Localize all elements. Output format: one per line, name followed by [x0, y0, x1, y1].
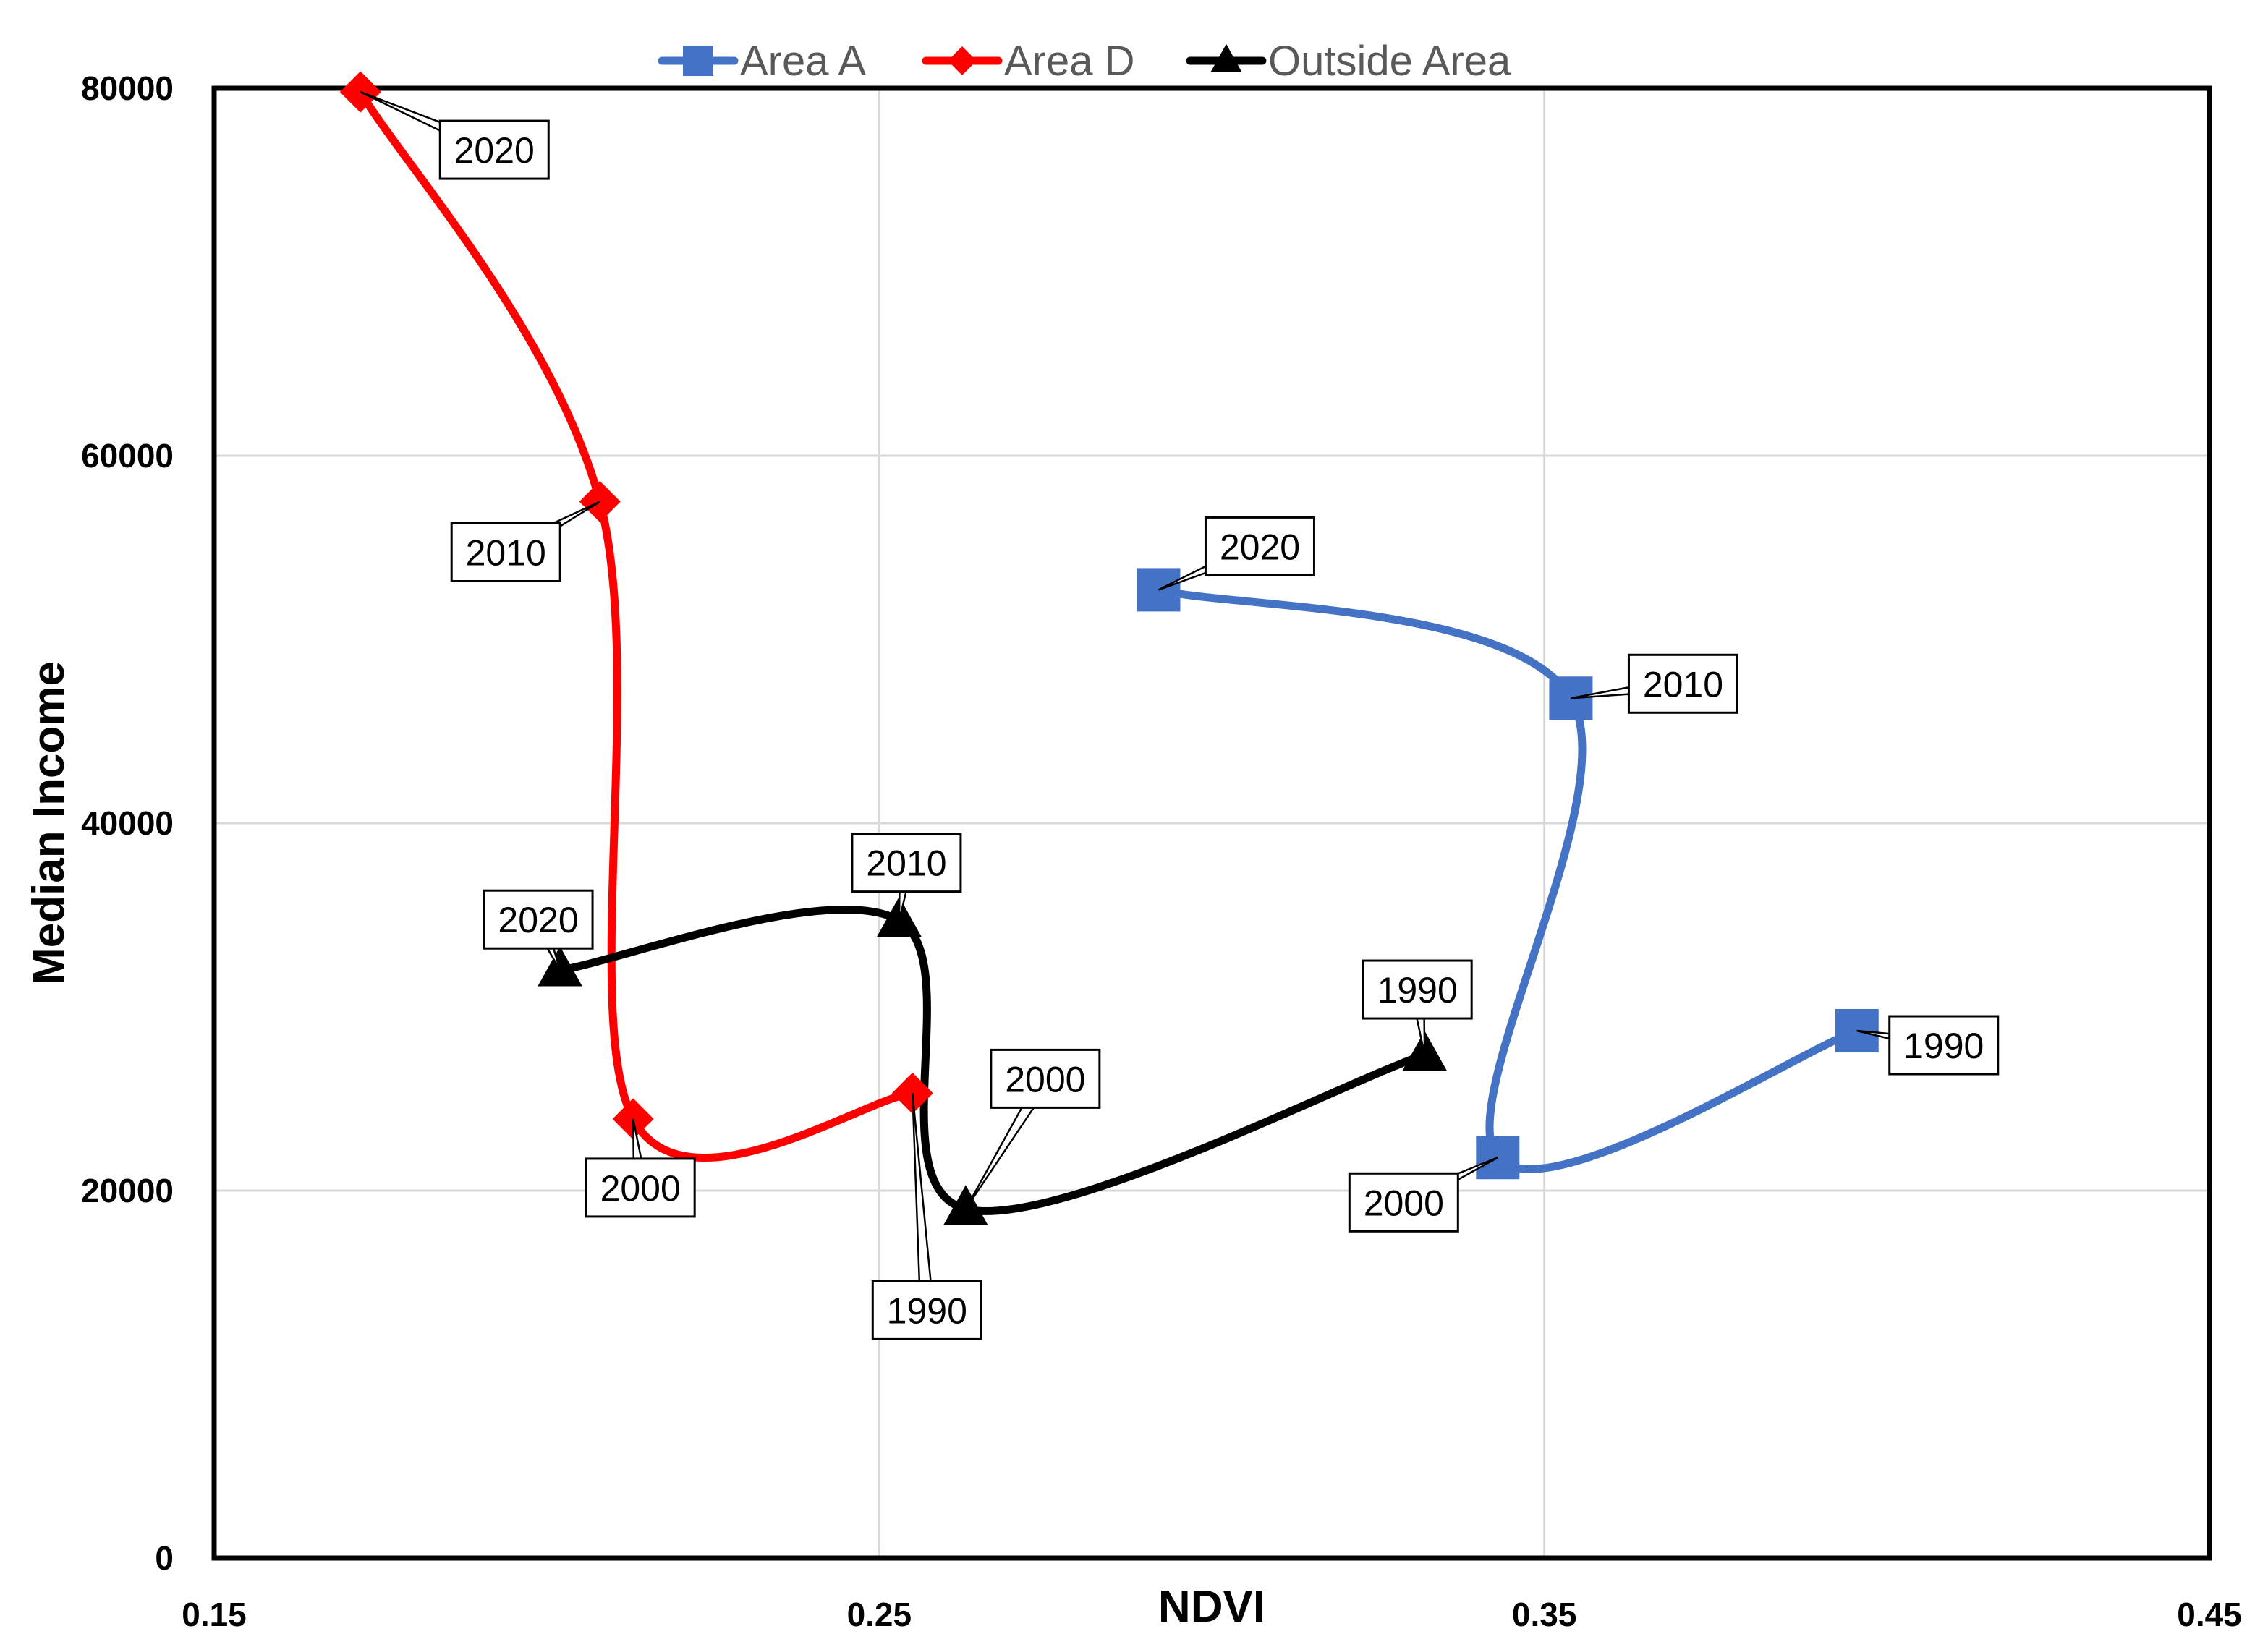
- x-axis-title: NDVI: [1158, 1582, 1265, 1632]
- annotation-year-label: 1990: [1903, 1026, 1984, 1066]
- plot-area-frame: [211, 85, 2212, 1561]
- series-line-1: [1154, 585, 1861, 1173]
- annotation-box: [1362, 959, 1473, 1020]
- data-point-marker: [943, 1185, 988, 1225]
- annotation-year-label: 2010: [466, 533, 546, 574]
- point-annotation: 2020: [483, 889, 594, 971]
- legend-item: Area D: [922, 38, 1135, 85]
- legend-label: Area A: [740, 38, 866, 85]
- annotation-box: [1888, 1015, 2000, 1076]
- x-tick-label: 0.25: [847, 1596, 912, 1633]
- point-annotation: 2000: [1348, 1157, 1498, 1233]
- annotation-box: [483, 889, 594, 950]
- point-annotation: 1990: [1362, 959, 1473, 1055]
- annotation-box: [1204, 516, 1315, 576]
- point-annotation: 2020: [1158, 516, 1315, 591]
- legend-item: Outside Area: [1186, 38, 1511, 85]
- annotation-year-label: 2000: [1364, 1183, 1444, 1223]
- legend-item: Area A: [658, 38, 866, 85]
- x-tick-label: 0.35: [1512, 1596, 1577, 1633]
- series-lines: [356, 88, 1861, 1215]
- annotation-box: [990, 1048, 1101, 1109]
- point-annotation: 2010: [1571, 653, 1738, 714]
- annotation-year-label: 2000: [1005, 1059, 1085, 1099]
- annotation-year-label: 2020: [498, 900, 578, 940]
- point-annotation: 2000: [964, 1048, 1101, 1210]
- y-tick-label: 60000: [81, 437, 174, 474]
- annotation-box: [438, 119, 550, 180]
- y-tick-label: 20000: [81, 1172, 174, 1209]
- annotation-box: [871, 1280, 982, 1340]
- point-annotation: 1990: [871, 1093, 982, 1340]
- annotation-year-label: 2010: [1643, 664, 1723, 705]
- series-line-3: [556, 906, 1429, 1215]
- annotation-year-label: 1990: [887, 1290, 967, 1331]
- point-annotation: 1990: [1856, 1015, 2000, 1076]
- series-line-2: [356, 88, 917, 1162]
- annotation-year-label: 2020: [454, 130, 535, 171]
- annotation-year-label: 2010: [866, 843, 946, 884]
- y-tick-label: 0: [155, 1539, 174, 1577]
- legend-label: Outside Area: [1268, 38, 1511, 85]
- y-tick-label: 40000: [81, 804, 174, 842]
- axis-tick-labels: 0.15 0.25 0.35 0.45 0 20000 40000 60000 80000: [81, 69, 2242, 1633]
- annotation-year-label: 1990: [1377, 970, 1458, 1010]
- annotation-box: [1627, 653, 1738, 714]
- annotation-box: [851, 833, 962, 893]
- annotation-box: [585, 1157, 696, 1218]
- point-annotation: 2010: [851, 833, 962, 921]
- annotation-year-label: 2000: [600, 1168, 681, 1209]
- data-point-marker: [538, 946, 582, 987]
- legend: Area A Area D Outside Area: [658, 38, 1511, 85]
- point-annotation: 2000: [585, 1118, 696, 1218]
- x-tick-label: 0.15: [182, 1596, 247, 1633]
- annotation-box: [1348, 1172, 1459, 1233]
- legend-marker: [1210, 43, 1242, 72]
- series-markers: [339, 71, 1879, 1225]
- y-axis-title: Median Income: [24, 661, 74, 985]
- legend-marker: [948, 46, 977, 75]
- point-annotation: 2010: [450, 501, 600, 582]
- point-annotations: 1990 2000 2010 2020 1990 2000 2010 2020 1990 2000…: [360, 90, 2000, 1340]
- annotation-year-label: 2020: [1220, 527, 1300, 567]
- legend-marker: [683, 46, 713, 76]
- x-tick-label: 0.45: [2177, 1596, 2242, 1633]
- point-annotation: 2020: [360, 90, 550, 180]
- legend-label: Area D: [1004, 38, 1135, 85]
- annotation-box: [450, 522, 561, 582]
- y-tick-label: 80000: [81, 69, 174, 107]
